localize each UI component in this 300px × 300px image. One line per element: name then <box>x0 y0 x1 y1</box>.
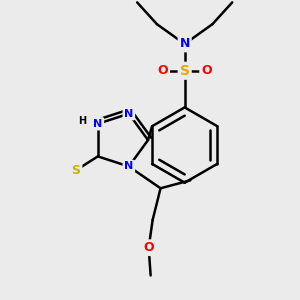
Text: N: N <box>179 38 190 50</box>
Text: O: O <box>158 64 168 77</box>
Text: N: N <box>93 119 103 129</box>
Text: H: H <box>78 116 86 126</box>
Text: O: O <box>201 64 212 77</box>
Text: S: S <box>71 164 80 177</box>
Text: N: N <box>124 109 134 119</box>
Text: N: N <box>124 161 134 172</box>
Text: O: O <box>143 241 154 254</box>
Text: S: S <box>180 64 190 78</box>
